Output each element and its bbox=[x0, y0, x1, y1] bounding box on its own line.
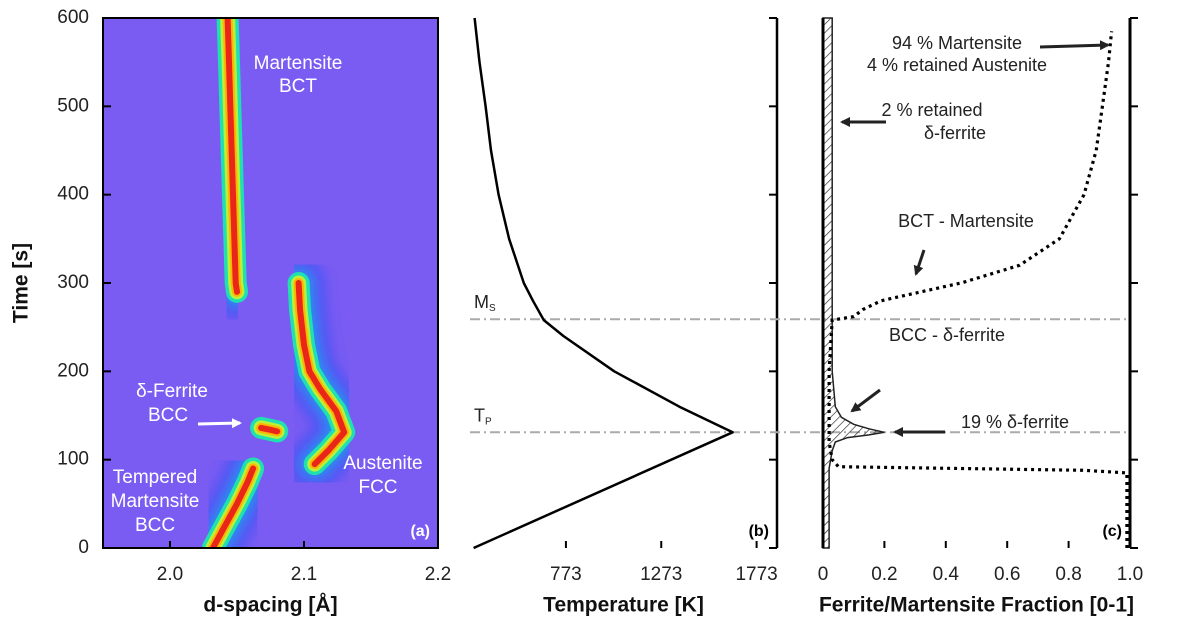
arrow bbox=[1039, 40, 1110, 51]
heatmap-traces bbox=[184, 18, 373, 548]
annotation: Martensite bbox=[111, 491, 200, 512]
temperature-line bbox=[473, 17, 734, 550]
panel-a: 0 100 200 300 400 500 600 Time [s] 2.0 2.1 2.2 d-sp… bbox=[10, 7, 452, 617]
reference-label-sub: S bbox=[489, 303, 496, 314]
annotation: BCC bbox=[135, 515, 175, 536]
reference-label: MS bbox=[474, 292, 496, 314]
reference-label: TP bbox=[474, 405, 492, 427]
arrow bbox=[913, 249, 926, 276]
peak-trace bbox=[209, 465, 257, 548]
annotation: δ-ferrite bbox=[924, 123, 986, 143]
martensite-line bbox=[827, 31, 1129, 548]
x-tick-label: 1.0 bbox=[1117, 564, 1143, 585]
annotation: Tempered bbox=[113, 467, 198, 488]
panel-b: MS TP 773 1273 1773 Temperature [K] (b) bbox=[470, 17, 1130, 617]
x-axis-label: Temperature [K] bbox=[543, 594, 704, 617]
annotation: 94 % Martensite bbox=[892, 33, 1022, 53]
reference-label-sub: P bbox=[485, 416, 492, 427]
x-tick-label: 2.2 bbox=[425, 564, 451, 585]
y-tick-label: 0 bbox=[78, 537, 89, 558]
peak-trace bbox=[224, 18, 240, 295]
annotations: Martensite BCT δ-Ferrite BCC Austenite F… bbox=[111, 33, 1110, 536]
x-tick-label: 1273 bbox=[640, 564, 682, 585]
annotation: Martensite bbox=[254, 53, 343, 74]
annotation: δ-Ferrite bbox=[136, 381, 208, 402]
annotation: BCT - Martensite bbox=[898, 211, 1034, 231]
x-tick-label: 773 bbox=[550, 564, 582, 585]
reference-label-main: T bbox=[474, 405, 485, 425]
y-tick-label: 400 bbox=[57, 184, 89, 205]
y-tick-label: 600 bbox=[57, 7, 89, 28]
panel-c: 0 0.2 0.4 0.6 0.8 1.0 Ferrite/Martensite Fract… bbox=[818, 17, 1143, 617]
x-tick-label: 0.4 bbox=[933, 564, 960, 585]
arrow bbox=[197, 418, 242, 429]
peak-trace bbox=[295, 280, 348, 468]
y-tick-label: 100 bbox=[57, 449, 89, 470]
panel-label: (a) bbox=[410, 523, 430, 540]
y-tick-label: 500 bbox=[57, 95, 89, 116]
x-axis-label: d-spacing [Å] bbox=[203, 593, 337, 617]
x-tick-label: 0.8 bbox=[1055, 564, 1081, 585]
x-tick-label: 2.1 bbox=[291, 564, 317, 585]
x-axis-label: Ferrite/Martensite Fraction [0-1] bbox=[819, 594, 1134, 617]
annotation: FCC bbox=[358, 477, 397, 498]
ferrite-area bbox=[822, 17, 885, 549]
reference-label-main: M bbox=[474, 292, 489, 312]
annotation: BCC - δ-ferrite bbox=[889, 325, 1005, 345]
annotation: 19 % δ-ferrite bbox=[961, 412, 1069, 432]
annotation: BCC bbox=[148, 405, 188, 426]
annotation: Austenite bbox=[343, 453, 422, 474]
annotation: 2 % retained bbox=[881, 100, 982, 120]
annotation: 4 % retained Austenite bbox=[867, 55, 1047, 75]
x-tick-label: 0.6 bbox=[994, 564, 1020, 585]
x-tick-label: 0 bbox=[818, 564, 829, 585]
y-tick-label: 200 bbox=[57, 360, 89, 381]
panel-label: (b) bbox=[749, 523, 769, 540]
y-axis-label: Time [s] bbox=[10, 243, 33, 323]
arrow bbox=[850, 388, 881, 413]
panel-label: (c) bbox=[1102, 523, 1122, 540]
peak-trace bbox=[258, 424, 281, 435]
annotation: BCT bbox=[279, 76, 317, 97]
x-tick-label: 0.2 bbox=[871, 564, 897, 585]
x-tick-label: 1773 bbox=[735, 564, 777, 585]
y-tick-label: 300 bbox=[57, 272, 89, 293]
x-tick-label: 2.0 bbox=[157, 564, 183, 585]
